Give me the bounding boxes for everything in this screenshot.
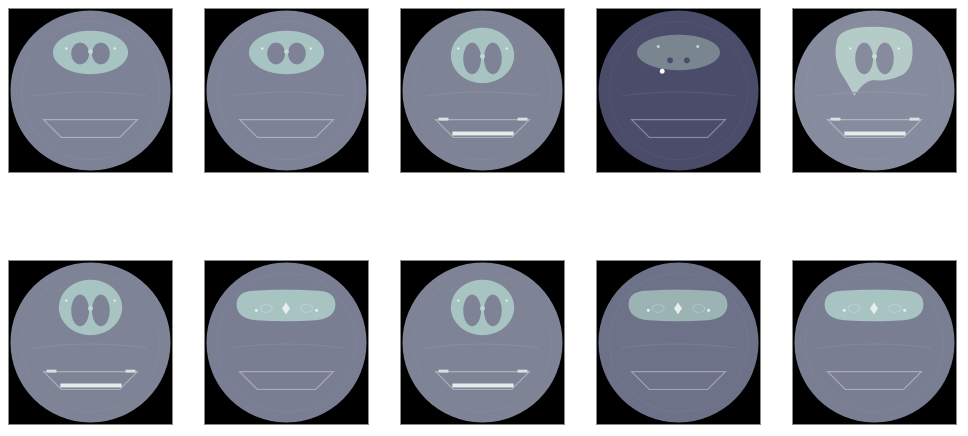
right-lung — [287, 42, 306, 65]
scan-field-disc — [598, 10, 759, 171]
scan-field-disc — [402, 10, 563, 171]
ct-slice-image — [598, 262, 759, 423]
ct-slice-image — [10, 262, 171, 423]
scanner-table — [630, 371, 727, 391]
scanner-table — [826, 119, 923, 139]
scanner-table — [434, 119, 531, 139]
scanner-table — [630, 119, 727, 139]
scan-field-disc — [206, 262, 367, 423]
ct-slice-panel — [400, 8, 565, 173]
ct-slice-image — [794, 262, 955, 423]
left-lung — [267, 42, 286, 65]
ct-slice-image — [206, 262, 367, 423]
ct-slice-panel — [204, 8, 369, 173]
left-lung — [855, 42, 874, 75]
scanner-table — [434, 371, 531, 391]
torso-cross-section — [637, 34, 720, 71]
right-lung — [483, 42, 502, 75]
ct-slice-image — [10, 10, 171, 171]
scan-field-disc — [794, 262, 955, 423]
right-lung — [483, 294, 502, 327]
ct-slice-panel — [596, 260, 761, 425]
ct-slice-panel — [8, 260, 173, 425]
scan-field-disc — [206, 10, 367, 171]
torso-cross-section — [835, 26, 913, 96]
right-lung — [91, 42, 110, 65]
ct-slice-panel — [204, 260, 369, 425]
left-lung — [71, 42, 90, 65]
ct-slice-panel — [792, 8, 957, 173]
ct-slice-image — [402, 262, 563, 423]
right-lung — [875, 42, 894, 75]
scanner-table — [42, 119, 139, 139]
ct-slice-image — [402, 10, 563, 171]
right-lung — [91, 294, 110, 327]
left-lung — [71, 294, 90, 327]
scanner-table — [238, 119, 335, 139]
scan-field-disc — [598, 262, 759, 423]
scanner-table — [238, 371, 335, 391]
ct-slice-panel — [8, 8, 173, 173]
ct-slice-panel — [400, 260, 565, 425]
ct-slice-panel — [792, 260, 957, 425]
ct-slice-image — [206, 10, 367, 171]
scan-field-disc — [10, 10, 171, 171]
scanner-table — [826, 371, 923, 391]
ct-slice-image — [598, 10, 759, 171]
scan-field-disc — [794, 10, 955, 171]
ct-slice-panel — [596, 8, 761, 173]
left-lung — [463, 42, 482, 75]
left-lung — [463, 294, 482, 327]
scanner-table — [42, 371, 139, 391]
scan-field-disc — [10, 262, 171, 423]
ct-slice-image — [794, 10, 955, 171]
scan-field-disc — [402, 262, 563, 423]
